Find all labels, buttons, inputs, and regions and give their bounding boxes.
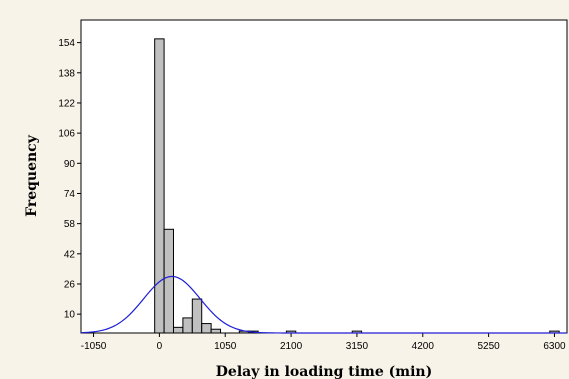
- x-tick-label: 4200: [412, 341, 435, 352]
- histogram-bar: [172, 326, 184, 334]
- y-tick-label: 74: [64, 189, 76, 200]
- x-tick-label: 0: [157, 341, 163, 352]
- histogram-bar: [201, 323, 212, 334]
- y-tick-label: 154: [58, 38, 75, 49]
- histogram-bar: [191, 298, 203, 334]
- histogram-bar: [182, 317, 193, 334]
- y-tick-label: 10: [64, 310, 76, 321]
- y-tick-label: 42: [64, 249, 76, 260]
- x-tick-label: 2100: [280, 341, 303, 352]
- y-axis-title: Frequency: [24, 134, 40, 217]
- y-tick-label: 90: [64, 159, 76, 170]
- histogram-bar: [210, 328, 222, 334]
- y-tick-label: 58: [64, 219, 76, 230]
- y-tick-label: 26: [64, 279, 76, 290]
- y-tick-label: 138: [58, 68, 75, 79]
- histogram-bar: [154, 38, 165, 334]
- x-axis: -1050 0 1050 2100 3150 4200 5250 6300: [81, 333, 566, 352]
- y-tick-label: 122: [58, 98, 75, 109]
- histogram-bar: [163, 228, 174, 334]
- y-tick-label: 106: [58, 129, 75, 140]
- y-axis: 10 26 42 58 74 90 106 122 138 154: [58, 38, 81, 321]
- x-axis-title: Delay in loading time (min): [216, 364, 432, 379]
- x-tick-label: 3150: [346, 341, 369, 352]
- x-tick-label: -1050: [81, 341, 107, 352]
- x-tick-label: 1050: [214, 341, 237, 352]
- x-tick-label: 5250: [477, 341, 500, 352]
- x-tick-label: 6300: [543, 341, 566, 352]
- normal-fit-curve: [80, 275, 567, 334]
